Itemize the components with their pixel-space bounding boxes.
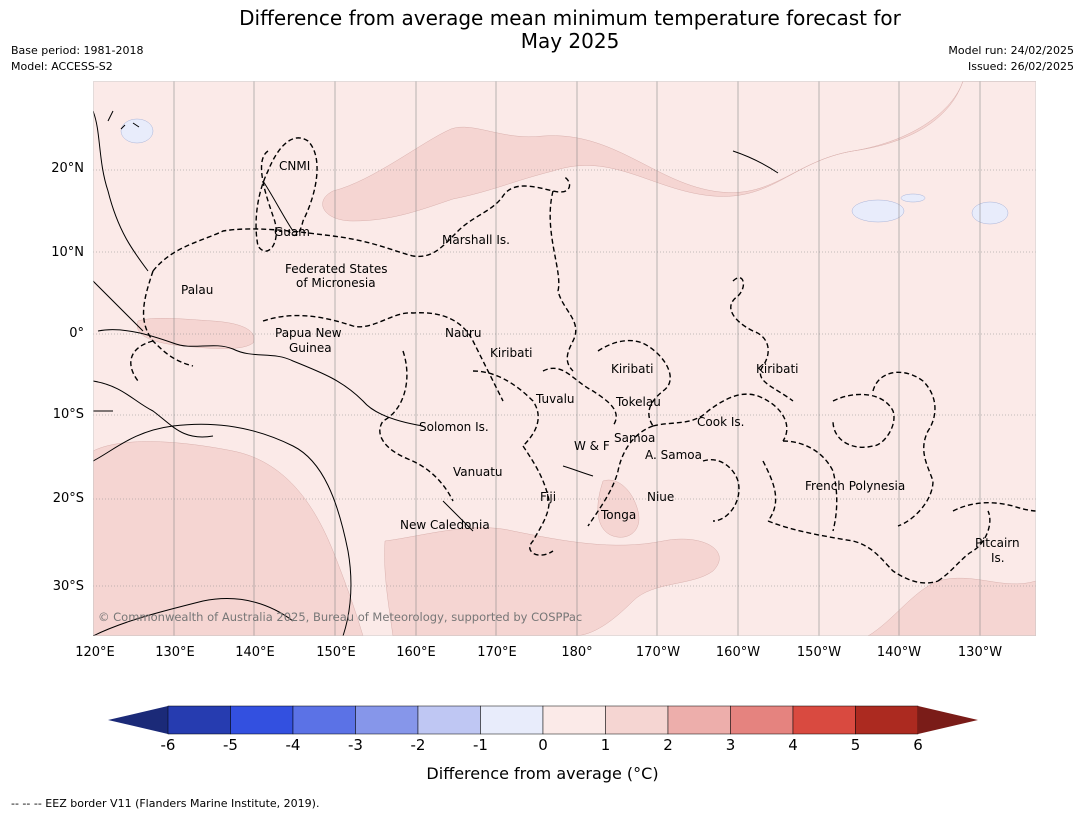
lon-tick-120e: 120°E [75, 645, 115, 660]
lon-tick-130e: 130°E [155, 645, 195, 660]
issued-date: Issued: 26/02/2025 [967, 60, 1074, 73]
colorbar-tick-label: -4 [285, 736, 301, 754]
map-frame [93, 81, 1036, 636]
colorbar-tick-label: 4 [788, 736, 798, 754]
label-niue: Niue [647, 490, 674, 504]
anomaly-band-1-2 [93, 81, 1036, 636]
label-nauru: Nauru [445, 326, 481, 340]
colorbar-segment [230, 705, 294, 735]
anomaly-band-neg1-0 [120, 118, 1009, 225]
title-line-2: May 2025 [520, 29, 620, 53]
colorbar-segment [417, 705, 481, 735]
lat-tick-30s: 30°S [52, 579, 84, 594]
colorbar-extend-under [108, 706, 168, 734]
colorbar-segment [792, 705, 856, 735]
colorbar-segment [167, 705, 231, 735]
lon-tick-130w: 130°W [957, 645, 1003, 660]
label-png-1: Papua New [275, 326, 342, 340]
model-name: Model: ACCESS-S2 [11, 60, 113, 73]
lon-tick-150e: 150°E [316, 645, 356, 660]
lon-tick-140w: 140°W [876, 645, 922, 660]
chart-title: Difference from average mean minimum tem… [200, 7, 940, 53]
label-wf: W & F [574, 439, 610, 453]
colorbar-tick-label: -6 [160, 736, 176, 754]
label-cook: Cook Is. [697, 415, 744, 429]
title-line-1: Difference from average mean minimum tem… [239, 6, 901, 30]
colorbar [108, 705, 978, 735]
lat-tick-20s: 20°S [52, 491, 84, 506]
label-cnmi: CNMI [279, 159, 310, 173]
label-fsm-1: Federated States [285, 262, 387, 276]
colorbar-segment [292, 705, 356, 735]
lat-tick-10s: 10°S [52, 407, 84, 422]
colorbar-segment [355, 705, 419, 735]
colorbar-segment [542, 705, 606, 735]
lon-tick-150w: 150°W [796, 645, 842, 660]
label-pitcairn-2: Is. [991, 551, 1005, 565]
colorbar-segment [480, 705, 544, 735]
colorbar-tick-label: -1 [473, 736, 488, 754]
lon-tick-170e: 170°E [477, 645, 517, 660]
colorbar-segment [667, 705, 731, 735]
lat-tick-0: 0° [69, 326, 84, 341]
lon-tick-140e: 140°E [235, 645, 275, 660]
lon-tick-160e: 160°E [396, 645, 436, 660]
label-tuvalu: Tuvalu [535, 392, 575, 406]
colorbar-segment [605, 705, 669, 735]
base-period: Base period: 1981-2018 [11, 44, 144, 57]
label-tokelau: Tokelau [615, 395, 661, 409]
lon-tick-180: 180° [561, 645, 593, 660]
label-kiribati-c: Kiribati [611, 362, 653, 376]
colorbar-title: Difference from average (°C) [426, 764, 659, 783]
colorbar-tick-label: 0 [538, 736, 548, 754]
colorbar-tick-label: 2 [663, 736, 673, 754]
label-marshall: Marshall Is. [442, 233, 510, 247]
colorbar-segment [730, 705, 794, 735]
colorbar-tick-label: 6 [913, 736, 923, 754]
meta-right: Model run: 24/02/2025 Issued: 26/02/2025 [948, 43, 1074, 75]
gridlines [93, 81, 1036, 636]
label-png-2: Guinea [289, 341, 332, 355]
coastlines [93, 110, 779, 636]
copyright-notice: © Commonwealth of Australia 2025, Bureau… [98, 610, 582, 624]
colorbar-tick-label: 5 [850, 736, 861, 754]
eez-note: -- -- -- EEZ border V11 (Flanders Marine… [11, 797, 320, 810]
colorbar-extend-over [918, 706, 978, 734]
lon-tick-170w: 170°W [635, 645, 681, 660]
lat-tick-20n: 20°N [51, 161, 84, 176]
model-run: Model run: 24/02/2025 [948, 44, 1074, 57]
lon-tick-160w: 160°W [715, 645, 761, 660]
label-tonga: Tonga [600, 508, 636, 522]
label-pitcairn-1: Pitcairn [975, 536, 1020, 550]
eez-borders [130, 137, 1036, 584]
label-asamoa: A. Samoa [645, 448, 702, 462]
label-kiribati-e: Kiribati [756, 362, 798, 376]
label-solomon: Solomon Is. [419, 420, 489, 434]
region-labels: CNMI Guam Marshall Is. Federated States … [181, 159, 1020, 565]
label-guam: Guam [274, 225, 310, 239]
label-kiribati-w: Kiribati [490, 346, 532, 360]
label-fiji: Fiji [540, 490, 556, 504]
map-panel: CNMI Guam Marshall Is. Federated States … [93, 81, 1036, 636]
colorbar-tick-label: 3 [725, 736, 736, 754]
colorbar-tick-label: -3 [348, 736, 363, 754]
colorbar-tick-label: 1 [600, 736, 611, 754]
label-french-polynesia: French Polynesia [805, 479, 905, 493]
meta-left: Base period: 1981-2018 Model: ACCESS-S2 [11, 43, 143, 75]
label-fsm-2: of Micronesia [296, 276, 376, 290]
label-palau: Palau [181, 283, 213, 297]
label-vanuatu: Vanuatu [453, 465, 503, 479]
colorbar-segment [855, 705, 919, 735]
colorbar-tick-label: -2 [410, 736, 426, 754]
label-new-caledonia: New Caledonia [400, 518, 490, 532]
label-samoa: Samoa [614, 431, 655, 445]
colorbar-tick-label: -5 [223, 736, 238, 754]
lat-tick-10n: 10°N [51, 245, 84, 260]
